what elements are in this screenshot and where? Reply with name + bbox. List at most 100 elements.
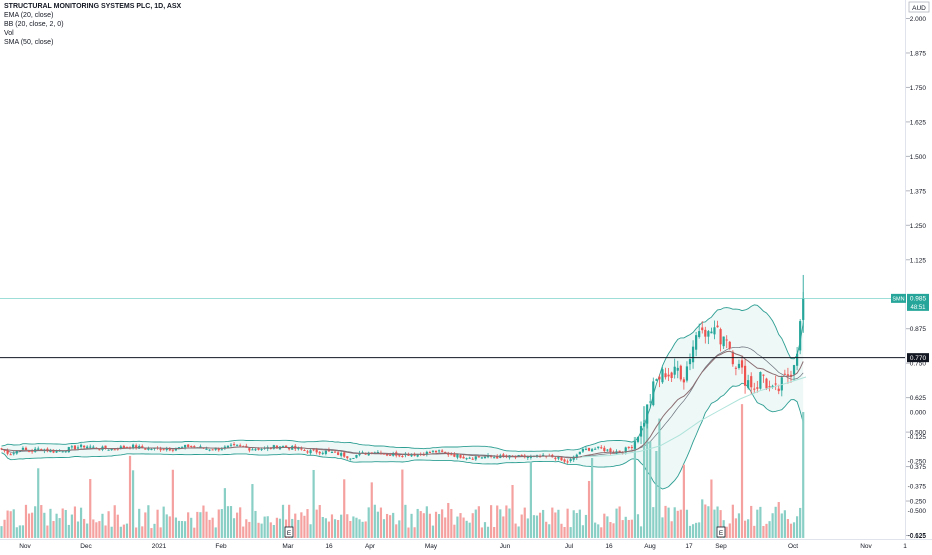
vol-legend[interactable]: Vol bbox=[4, 30, 14, 37]
volume-bar bbox=[288, 504, 291, 538]
hline-price-label: 0.770 bbox=[910, 355, 927, 362]
candle-body bbox=[597, 446, 600, 448]
candle-body bbox=[618, 450, 621, 453]
candle-body bbox=[229, 444, 233, 446]
volume-bar bbox=[563, 526, 566, 538]
volume-bar bbox=[737, 513, 741, 538]
volume-bar bbox=[398, 520, 401, 538]
candle-body bbox=[288, 447, 291, 450]
candle-body bbox=[587, 447, 591, 451]
candle-body bbox=[542, 454, 545, 456]
candle-body bbox=[710, 331, 713, 334]
volume-bar bbox=[493, 527, 496, 538]
candle-body bbox=[306, 451, 309, 453]
candle-body bbox=[444, 451, 447, 453]
candle-body bbox=[609, 448, 612, 453]
candle-body bbox=[737, 363, 741, 369]
volume-bar bbox=[107, 511, 110, 538]
candle-body bbox=[269, 448, 272, 450]
candle-body bbox=[639, 426, 643, 437]
volume-bar bbox=[743, 520, 747, 538]
volume-bar bbox=[297, 519, 300, 538]
bollinger-fill bbox=[1, 304, 804, 489]
volume-bar bbox=[459, 513, 462, 538]
volume-bar bbox=[618, 506, 621, 538]
volume-bar bbox=[272, 524, 275, 538]
volume-bar bbox=[79, 507, 83, 538]
volume-bar bbox=[584, 514, 588, 538]
candle-body bbox=[799, 321, 802, 351]
price-tick-label: 1.125 bbox=[910, 257, 927, 264]
time-label: Feb bbox=[215, 543, 227, 550]
volume-bar bbox=[116, 514, 119, 538]
volume-bar bbox=[523, 507, 526, 538]
candle-body bbox=[459, 454, 462, 458]
volume-bar bbox=[639, 526, 643, 538]
volume-bar bbox=[254, 510, 257, 538]
bb-legend[interactable]: BB (20, close, 2, 0) bbox=[4, 21, 64, 28]
volume-bar bbox=[753, 525, 756, 538]
volume-bar bbox=[15, 527, 18, 538]
candle-body bbox=[566, 461, 569, 463]
candle-body bbox=[70, 446, 73, 448]
volume-bar bbox=[643, 406, 646, 538]
candle-body bbox=[361, 452, 364, 454]
candle-body bbox=[315, 449, 318, 453]
bollinger-fill-area bbox=[1, 304, 804, 489]
candle-body bbox=[104, 445, 107, 449]
candle-body bbox=[125, 447, 129, 449]
volume-bar bbox=[12, 509, 15, 538]
volume-bar bbox=[474, 509, 477, 538]
ema-legend[interactable]: EMA (20, close) bbox=[4, 12, 54, 19]
candle-body bbox=[664, 373, 667, 378]
candle-body bbox=[682, 379, 685, 383]
volume-tick-label: -0.625 bbox=[908, 533, 927, 540]
volume-bar bbox=[615, 508, 618, 538]
volume-bar bbox=[799, 507, 802, 538]
candle-body bbox=[786, 374, 790, 376]
candle-body bbox=[86, 446, 89, 449]
volume-bar bbox=[21, 525, 25, 538]
volume-bar bbox=[740, 404, 744, 538]
candle-body bbox=[594, 448, 597, 450]
volume-bar bbox=[184, 521, 187, 538]
candle-body bbox=[58, 450, 61, 452]
volume-bar bbox=[180, 521, 184, 538]
candle-body bbox=[401, 456, 404, 458]
volume-bar bbox=[110, 526, 113, 538]
volume-bar bbox=[517, 526, 520, 538]
volume-bar bbox=[373, 504, 376, 538]
volume-bar bbox=[548, 524, 551, 538]
volume-bars bbox=[0, 404, 805, 538]
candle-body bbox=[431, 450, 435, 452]
candle-body bbox=[624, 447, 627, 453]
candle-body bbox=[673, 366, 676, 375]
volume-bar bbox=[627, 519, 630, 538]
candle-body bbox=[428, 452, 431, 454]
volume-bar bbox=[792, 522, 796, 538]
volume-bar bbox=[789, 523, 793, 538]
volume-bar bbox=[34, 506, 37, 538]
candle-body bbox=[217, 448, 220, 451]
candle-body bbox=[297, 447, 300, 450]
volume-bar bbox=[630, 519, 633, 538]
candle-body bbox=[254, 449, 257, 451]
chart-legend: STRUCTURAL MONITORING SYSTEMS PLC, 1D, A… bbox=[4, 2, 181, 47]
ema-line bbox=[1, 350, 804, 459]
volume-bar bbox=[441, 509, 444, 538]
volume-bar bbox=[624, 516, 627, 538]
volume-tick-label: -0.250 bbox=[908, 459, 927, 466]
candle-body bbox=[355, 454, 358, 458]
candle-body bbox=[171, 449, 174, 451]
volume-bar bbox=[780, 513, 783, 538]
volume-bar bbox=[86, 523, 89, 538]
candle-body bbox=[174, 448, 178, 451]
symbol-title[interactable]: STRUCTURAL MONITORING SYSTEMS PLC, 1D, A… bbox=[4, 3, 182, 10]
candle-body bbox=[248, 448, 251, 451]
volume-bar bbox=[453, 524, 456, 538]
volume-bar bbox=[177, 520, 181, 538]
sma-legend[interactable]: SMA (50, close) bbox=[4, 39, 54, 46]
candle-body bbox=[162, 449, 165, 451]
